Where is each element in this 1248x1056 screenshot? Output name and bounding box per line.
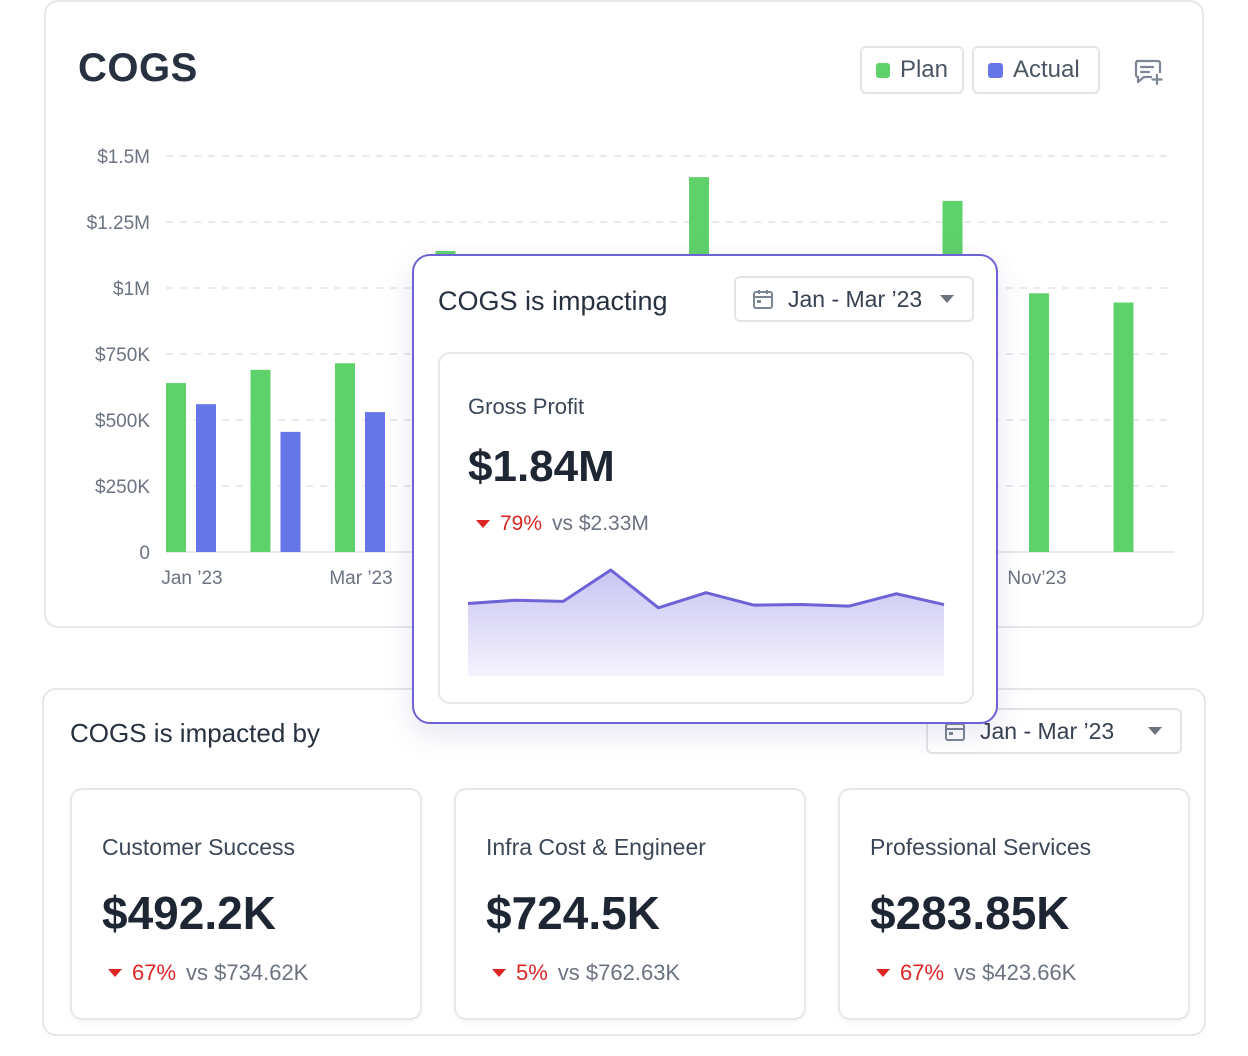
metric-delta: 5% vs $762.63K [492,960,680,986]
metric-change-pct: 67% [900,960,945,985]
impacted-by-title: COGS is impacted by [70,718,320,748]
metric-card-customer-success[interactable]: Customer Success $492.2K 67% vs $734.62K [70,788,422,1020]
metric-compare: vs $762.63K [557,960,681,985]
actual-bar [196,404,216,552]
actual-bar [365,412,385,552]
x-tick-label: Nov’23 [1007,568,1066,589]
metric-delta: 67% vs $734.62K [108,960,308,986]
chevron-down-icon [940,295,954,303]
y-tick-label: $500K [95,411,150,432]
metric-delta: 67% vs $423.66K [876,960,1076,986]
arrow-down-icon [108,969,122,977]
y-tick-label: $1.5M [97,147,150,168]
gross-profit-delta: 79% vs $2.33M [476,512,649,536]
calendar-icon [945,723,965,741]
metric-label: Professional Services [870,834,1092,860]
y-tick-label: $250K [95,477,150,498]
chart-title: COGS [78,46,198,90]
legend-actual-toggle[interactable]: Actual [972,46,1100,94]
sparkline-area [468,570,944,676]
date-range-label: Jan - Mar ’23 [788,285,923,312]
plan-swatch-icon [876,62,890,78]
gross-profit-label: Gross Profit [468,394,585,419]
calendar-icon [753,290,773,309]
chevron-down-icon [1148,727,1162,735]
arrow-down-icon [492,969,506,977]
metric-change-pct: 67% [132,960,177,985]
y-tick-label: 0 [139,543,150,564]
gross-profit-card[interactable]: Gross Profit $1.84M 79% vs $2.33M [438,352,974,704]
x-tick-label: Jan ’23 [161,568,222,589]
legend-plan-label: Plan [899,56,948,83]
y-tick-label: $1M [113,279,150,300]
popover-title: COGS is impacting [438,286,668,316]
y-tick-label: $750K [95,345,150,366]
metric-card-infra-cost[interactable]: Infra Cost & Engineer $724.5K 5% vs $762… [454,788,806,1020]
actual-bar [280,431,301,552]
metric-compare: vs $423.66K [954,960,1077,985]
arrow-down-icon [476,520,490,528]
metric-change-pct: 5% [516,960,548,985]
y-tick-label: $1.25M [87,213,150,234]
legend-actual-label: Actual [1013,56,1080,83]
plan-bar [335,363,355,552]
cogs-impacting-popover: COGS is impacting Jan - Mar ’23 Gross Pr… [412,254,998,724]
gross-profit-compare: vs $2.33M [552,512,649,535]
metric-value: $492.2K [102,887,276,939]
metric-label: Customer Success [102,834,296,860]
date-range-label: Jan - Mar ’23 [980,717,1115,744]
plan-bar [166,383,186,552]
comment-add-icon[interactable] [1132,56,1164,88]
gross-profit-change-pct: 79% [500,512,543,535]
legend-plan-toggle[interactable]: Plan [860,46,964,94]
plan-bar [1029,293,1049,552]
actual-swatch-icon [988,62,1003,78]
gross-profit-sparkline [467,568,945,676]
metric-value: $283.85K [870,887,1070,939]
x-tick-label: Mar ’23 [329,568,392,589]
popover-date-range-picker[interactable]: Jan - Mar ’23 [734,276,974,322]
metric-compare: vs $734.62K [186,960,309,985]
plan-bar [250,369,271,552]
metric-value: $724.5K [486,887,660,939]
metric-label: Infra Cost & Engineer [486,834,706,860]
impacted-by-card: COGS is impacted by Jan - Mar ’23 Custom… [42,688,1206,1036]
gross-profit-value: $1.84M [468,442,615,491]
arrow-down-icon [876,969,890,977]
metric-card-professional-services[interactable]: Professional Services $283.85K 67% vs $4… [838,788,1190,1020]
plan-bar [1113,302,1134,552]
sparkline-line [467,568,945,610]
